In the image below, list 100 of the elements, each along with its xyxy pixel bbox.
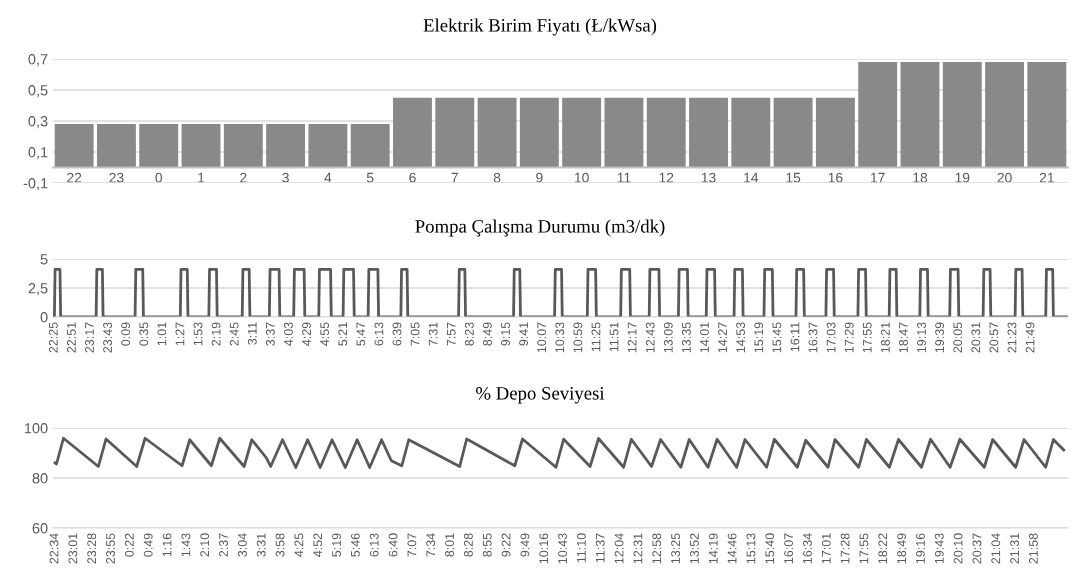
x-tick-label: 8:55 — [482, 533, 492, 557]
x-tick-label: 12:58 — [652, 533, 662, 564]
x-tick-label: 17:01 — [821, 533, 831, 564]
x-tick-label: 20:10 — [953, 533, 963, 564]
x-tick-label: 13:35 — [681, 322, 691, 353]
x-tick-label: 11:37 — [595, 533, 605, 563]
x-tick-label: 23:17 — [85, 322, 94, 353]
x-tick-label: 0:35 — [139, 322, 149, 346]
x-tick-label: 17:03 — [826, 322, 836, 353]
x-tick-label: 17:28 — [840, 533, 850, 564]
chart-title: Pompa Çalışma Durumu (m3/dk) — [415, 219, 665, 237]
x-tick-label: 19:16 — [916, 533, 925, 564]
x-tick-label: 10:59 — [573, 322, 583, 353]
bar — [942, 62, 982, 168]
x-tick-label: 23 — [109, 172, 124, 183]
bar — [435, 97, 475, 168]
x-tick-label: 4 — [324, 172, 332, 183]
x-tick-label: 8:28 — [463, 533, 473, 557]
x-tick-label: 5:21 — [338, 322, 348, 346]
x-tick-label: 16:11 — [790, 322, 800, 352]
x-tick-label: 8:01 — [445, 533, 454, 557]
x-tick-label: 7:57 — [446, 322, 456, 346]
x-tick-label: 22 — [67, 172, 82, 183]
bar — [393, 97, 432, 168]
x-tick-label: 20:31 — [971, 322, 981, 353]
x-tick-label: 5 — [366, 172, 374, 183]
x-tick-label: 12:31 — [633, 533, 643, 564]
x-tick-label: 13 — [701, 172, 716, 183]
x-tick-label: 12:04 — [614, 533, 624, 564]
bar — [181, 124, 221, 168]
x-tick-label: 23:01 — [68, 533, 78, 564]
x-tick-label: 2 — [240, 172, 247, 183]
x-tick-label: 14:19 — [708, 533, 718, 564]
bar — [96, 124, 136, 168]
x-tick-label: 1:01 — [157, 322, 167, 346]
x-tick-label: 7:05 — [410, 322, 420, 346]
bar — [900, 62, 940, 168]
bar — [350, 124, 390, 168]
x-tick-label: 7:07 — [407, 533, 417, 557]
x-tick-label: 23:28 — [87, 533, 97, 564]
x-tick-label: 1 — [198, 172, 205, 183]
x-tick-label: 14:53 — [736, 322, 746, 353]
bar — [1027, 62, 1067, 168]
x-tick-label: 12 — [659, 172, 674, 183]
y-tick-label: 0,5 — [28, 85, 48, 98]
x-tick-label: 14:27 — [718, 322, 727, 353]
x-tick-label: 13:25 — [671, 533, 681, 564]
x-tick-label: 10:43 — [558, 533, 567, 564]
bar — [689, 97, 728, 168]
x-tick-label: 20:05 — [953, 322, 963, 353]
x-tick-label: 5:47 — [356, 322, 366, 346]
y-tick-label: -0,1 — [23, 178, 48, 191]
x-tick-label: 14:46 — [727, 533, 737, 564]
x-tick-label: 10:16 — [539, 533, 549, 564]
x-tick-label: 22:25 — [48, 322, 58, 353]
x-tick-label: 2:45 — [229, 322, 239, 346]
bar — [266, 124, 306, 168]
x-tick-label: 6:39 — [392, 322, 402, 346]
x-tick-label: 0 — [155, 172, 163, 183]
x-tick-label: 19:13 — [917, 322, 926, 353]
chart-title: % Depo Seviyesi — [476, 386, 605, 404]
x-tick-label: 3:58 — [275, 533, 285, 557]
bar — [858, 62, 898, 168]
x-tick-label: 9:49 — [520, 533, 530, 557]
x-tick-label: 21:58 — [1029, 533, 1038, 564]
x-tick-label: 22:34 — [49, 533, 59, 564]
x-tick-label: 8:23 — [464, 322, 474, 346]
x-tick-label: 3:04 — [237, 533, 247, 557]
x-tick-label: 7:31 — [428, 322, 438, 346]
x-tick-label: 6:13 — [374, 322, 384, 346]
x-tick-label: 9:22 — [501, 533, 511, 557]
x-tick-label: 20:57 — [989, 322, 999, 353]
x-tick-label: 21 — [1039, 172, 1054, 183]
x-tick-label: 20:37 — [972, 533, 982, 564]
x-tick-label: 13:09 — [663, 322, 673, 353]
x-tick-label: 21:23 — [1007, 322, 1017, 353]
x-tick-label: 18 — [913, 172, 928, 183]
x-tick-label: 14 — [744, 172, 759, 183]
x-tick-label: 18:22 — [878, 533, 888, 564]
x-tick-label: 1:16 — [162, 533, 172, 557]
bar — [562, 97, 602, 168]
x-tick-label: 15:19 — [754, 322, 764, 353]
x-tick-label: 10:07 — [537, 322, 547, 353]
x-tick-label: 10:33 — [555, 322, 565, 353]
x-tick-label: 3:11 — [247, 322, 257, 345]
x-tick-label: 16:34 — [803, 533, 812, 564]
y-tick-label: 100 — [24, 423, 48, 434]
x-tick-label: 17:29 — [844, 322, 854, 353]
y-tick-label: 0,1 — [28, 147, 48, 160]
bar — [223, 124, 263, 168]
x-tick-label: 2:10 — [200, 533, 210, 557]
chart-title: Elektrik Birim Fiyatı (Ł/kWsa) — [423, 18, 657, 36]
x-tick-label: 15:45 — [772, 322, 782, 353]
y-tick-label: 80 — [32, 473, 48, 484]
x-tick-label: 12:17 — [627, 322, 637, 353]
x-tick-label: 7 — [451, 172, 458, 183]
x-tick-label: 15:40 — [765, 533, 775, 564]
bar — [477, 97, 517, 168]
x-tick-label: 11:10 — [576, 533, 586, 563]
x-tick-label: 18:21 — [880, 322, 890, 353]
